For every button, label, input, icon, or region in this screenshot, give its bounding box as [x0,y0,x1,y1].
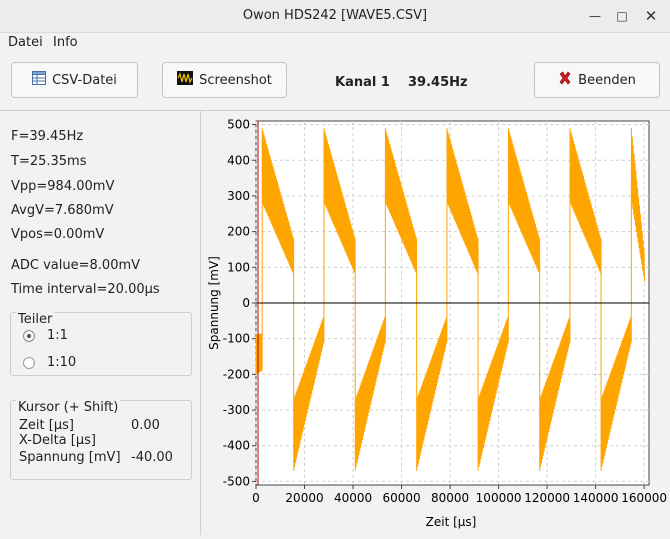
teiler-group: Teiler 1:1 1:10 [10,312,192,376]
waveform-chart[interactable]: -500 -400 -300 -200 -100 0 100 200 300 400 500 0 20… [201,111,670,535]
trace-group [255,128,645,471]
y-tick-label: -200 [223,367,250,381]
cursor-voltage-value: -40.00 [131,450,173,465]
y-axis-label: Spannung [mV] [207,256,221,350]
teiler-option-1-10[interactable]: 1:10 [23,355,76,370]
y-tick-label: -500 [223,474,250,488]
minimize-icon[interactable]: — [589,9,601,23]
radio-selected-icon[interactable] [23,329,35,342]
toolbar: CSV-Datei Screenshot Kanal 1 39.45Hz Bee… [0,54,670,111]
teiler-option-label: 1:1 [47,328,68,343]
menu-info[interactable]: Info [53,35,78,50]
spreadsheet-icon [32,71,47,89]
y-tick-label: -300 [223,403,250,417]
x-tick-label: 40000 [334,491,372,505]
channel-frequency: 39.45Hz [408,75,468,90]
frequency-value: F=39.45Hz [11,129,84,144]
x-axis-ticks: 0 20000 40000 60000 80000 100000 120000 140000 1… [252,485,667,505]
close-icon[interactable]: ✕ [644,7,658,25]
y-tick-label: 100 [227,260,250,274]
y-tick-label: 0 [242,296,250,310]
x-tick-label: 100000 [476,491,522,505]
x-tick-label: 60000 [382,491,420,505]
x-tick-label: 20000 [285,491,323,505]
csv-file-button[interactable]: CSV-Datei [11,62,138,98]
radio-unselected-icon[interactable] [23,356,35,369]
csv-file-label: CSV-Datei [52,72,117,88]
x-tick-label: 140000 [573,491,619,505]
y-tick-label: 200 [227,225,250,239]
title-bar: Owon HDS242 [WAVE5.CSV] — □ ✕ [0,0,670,33]
cursor-time-key: Zeit [µs] [19,418,74,433]
waveform-trace [255,128,645,471]
x-tick-label: 80000 [431,491,469,505]
teiler-option-1-1[interactable]: 1:1 [23,328,68,343]
screenshot-button[interactable]: Screenshot [162,62,287,98]
quit-button[interactable]: Beenden [534,62,660,98]
channel-label: Kanal 1 [335,75,390,90]
vpp-value: Vpp=984.00mV [11,179,115,194]
oscilloscope-icon [177,71,194,89]
plot-area[interactable]: -500 -400 -300 -200 -100 0 100 200 300 400 500 0 20… [201,111,670,535]
teiler-option-label: 1:10 [47,355,77,370]
menu-datei[interactable]: Datei [8,35,43,50]
avg-voltage-value: AvgV=7.680mV [11,203,114,218]
window-title: Owon HDS242 [WAVE5.CSV] [242,8,428,23]
adc-value: ADC value=8.00mV [11,258,141,273]
cursor-title: Kursor (+ Shift) [16,400,121,415]
y-axis-ticks: -500 -400 -300 -200 -100 0 100 200 300 400 500 [223,118,256,488]
x-tick-label: 0 [252,491,260,505]
x-tick-label: 160000 [621,491,667,505]
period-value: T=25.35ms [11,154,87,169]
y-tick-label: 500 [227,118,250,132]
time-interval-value: Time interval=20.00µs [11,282,160,297]
cursor-xdelta-key: X-Delta [µs] [19,433,96,448]
cursor-group: Kursor (+ Shift) Zeit [µs] 0.00 X-Delta … [10,400,192,480]
info-panel: F=39.45Hz T=25.35ms Vpp=984.00mV AvgV=7.… [0,111,201,535]
maximize-icon[interactable]: □ [616,9,628,23]
teiler-title: Teiler [16,312,55,327]
screenshot-label: Screenshot [199,72,272,88]
vpos-value: Vpos=0.00mV [11,227,105,242]
red-x-icon [558,71,572,89]
y-tick-label: 400 [227,153,250,167]
y-tick-label: 300 [227,189,250,203]
x-axis-label: Zeit [µs] [426,515,477,529]
quit-label: Beenden [578,72,636,88]
x-tick-label: 120000 [524,491,570,505]
cursor-time-value: 0.00 [131,418,160,433]
overlay-group [256,121,649,485]
y-tick-label: -400 [223,439,250,453]
menu-bar: Datei Info [0,33,670,53]
y-tick-label: -100 [223,332,250,346]
cursor-voltage-key: Spannung [mV] [19,450,121,465]
